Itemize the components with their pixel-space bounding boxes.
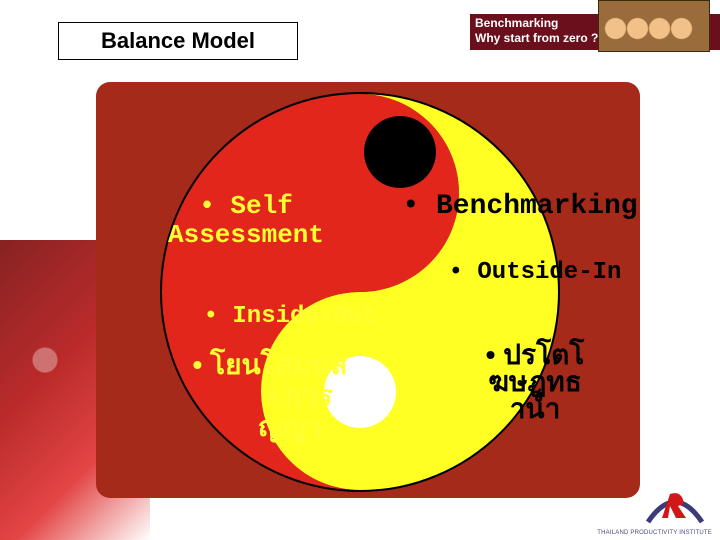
footer-logo	[640, 472, 710, 532]
header-label: Benchmarking Why start from zero ?	[475, 16, 598, 46]
thai-left-line2: • การ	[140, 381, 400, 412]
label-thai-right: • ปรโตโ ฆษฎทธ านำ	[410, 340, 660, 424]
label-self-assessment: • Self Assessment	[136, 192, 356, 249]
thai-left-line3: ญญา	[140, 412, 400, 443]
label-outside-in: • Outside-In	[410, 260, 660, 286]
label-thai-left: • โยนโสมนส • การ ญญา	[140, 350, 400, 442]
thai-right-line3: านำ	[410, 394, 660, 425]
header-heads-image	[598, 0, 710, 52]
label-inside-out: • Inside-Out	[160, 304, 420, 330]
slide-title: Balance Model	[58, 22, 298, 60]
thai-left-line1: • โยนโสมนส	[140, 350, 400, 381]
label-benchmarking: • Benchmarking	[370, 192, 670, 223]
footer-logo-caption: THAILAND PRODUCTIVITY INSTITUTE	[597, 530, 712, 536]
slide-root: Benchmarking Why start from zero ? Balan…	[0, 0, 720, 540]
yin-yang-top-dot	[364, 116, 436, 188]
